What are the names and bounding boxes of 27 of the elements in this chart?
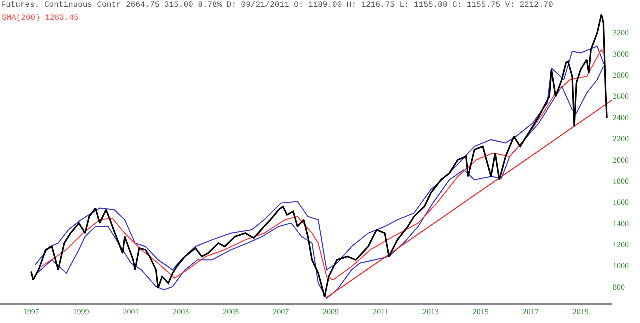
y-tick-label: 2800 — [613, 71, 629, 80]
y-tick-label: 3200 — [613, 28, 629, 38]
x-tick-label: 2009 — [323, 308, 340, 317]
y-tick-label: 1600 — [613, 198, 629, 208]
x-tick-label: 1999 — [73, 308, 90, 317]
y-tick-label: 3000 — [613, 50, 629, 59]
x-tick-label: 2019 — [572, 308, 589, 317]
x-tick-label: 2001 — [123, 308, 140, 317]
x-tick-label: 1997 — [23, 308, 40, 317]
y-tick-label: 1800 — [613, 176, 629, 186]
x-tick-label: 2017 — [522, 308, 539, 317]
x-tick-label: 2007 — [273, 308, 290, 317]
x-tick-label: 2003 — [173, 308, 190, 317]
y-tick-label: 1200 — [613, 240, 629, 250]
x-tick-label: 2015 — [472, 308, 489, 317]
y-tick-label: 2600 — [613, 92, 629, 102]
y-tick-label: 800 — [613, 282, 625, 292]
x-tick-label: 2011 — [373, 308, 389, 317]
text: SMA(200) 1283.45 — [2, 14, 80, 23]
chart-title: Futures. Continuous Contr 2664.75 315.00 8.78% D: 09/21/2011 O: 1189.00 H: 1216.75 L: 1155.00 C: 1155.75 V: 2212.70 — [1, 1, 554, 10]
x-tick-label: 2005 — [223, 308, 240, 317]
y-tick-label: 1000 — [613, 262, 629, 271]
y-tick-label: 2400 — [613, 113, 629, 122]
x-tick-label: 2013 — [422, 308, 439, 317]
y-tick-label: 1400 — [613, 219, 629, 228]
y-tick-label: 2000 — [613, 156, 629, 165]
y-tick-label: 2200 — [613, 134, 629, 144]
